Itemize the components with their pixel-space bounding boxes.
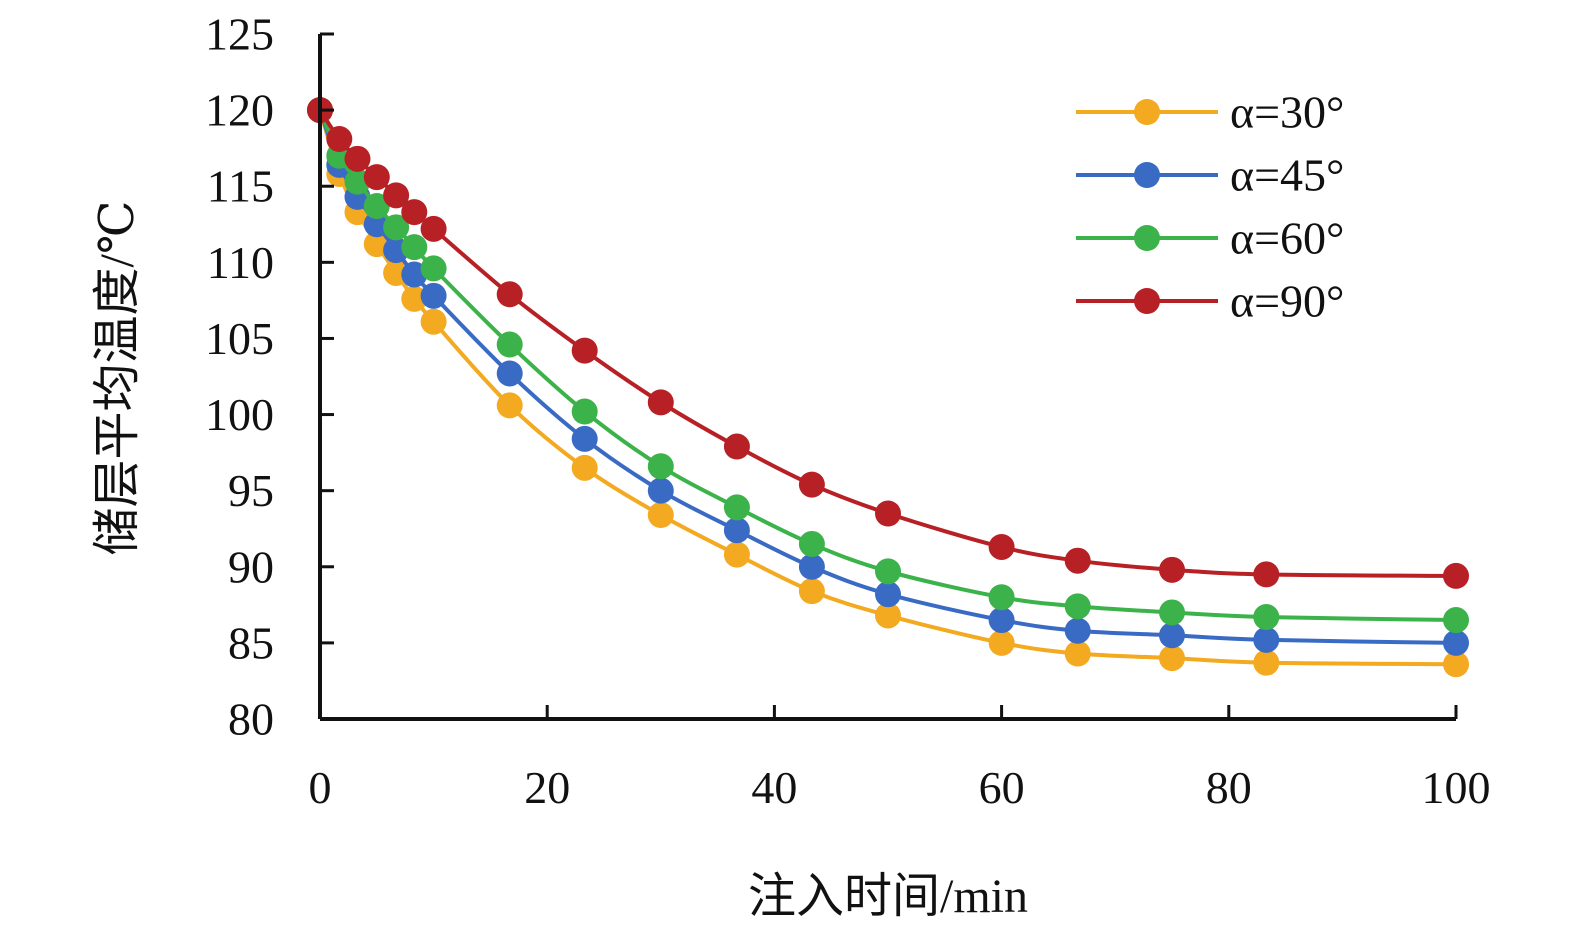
y-tick-label: 80 — [228, 694, 274, 745]
data-point — [1443, 607, 1469, 634]
data-point — [1064, 593, 1091, 620]
legend-swatch-marker — [1134, 162, 1160, 188]
data-point — [798, 578, 825, 605]
series-2 — [307, 97, 1469, 656]
data-point — [1443, 629, 1469, 656]
legend-swatch-marker — [1134, 99, 1160, 125]
data-point — [383, 182, 410, 209]
legend-swatch-marker — [1134, 288, 1160, 314]
data-point — [1159, 622, 1185, 649]
data-point — [723, 541, 750, 568]
legend-item: α=30° — [1076, 87, 1344, 138]
data-point — [1253, 649, 1280, 676]
data-point — [571, 425, 598, 452]
data-point — [647, 389, 674, 416]
x-tick-label: 60 — [979, 762, 1025, 813]
data-point — [571, 337, 598, 364]
legend-label: α=30° — [1230, 87, 1344, 138]
data-point — [496, 281, 523, 308]
data-point — [988, 533, 1015, 560]
data-point — [571, 454, 598, 481]
data-point — [647, 502, 674, 529]
data-point — [798, 553, 825, 580]
data-point — [723, 517, 750, 544]
ticks-layer: 0 20 40 60 80 100 80 85 90 95 100 105 110 115 120 125 — [205, 9, 1491, 814]
series-layer — [307, 97, 1469, 678]
data-point — [326, 126, 353, 153]
y-tick-label: 120 — [205, 85, 274, 136]
data-point — [420, 308, 447, 335]
legend-label: α=60° — [1230, 213, 1344, 264]
data-point — [401, 285, 428, 312]
data-point — [420, 282, 447, 309]
x-tick-label: 40 — [751, 762, 797, 813]
y-tick-label: 85 — [228, 617, 274, 668]
series-4 — [307, 97, 1469, 589]
legend-item: α=90° — [1076, 276, 1344, 327]
data-point — [988, 607, 1015, 634]
axes-layer — [318, 34, 1456, 721]
data-point — [420, 255, 447, 282]
data-point — [1064, 640, 1091, 667]
data-point — [875, 602, 901, 629]
x-tick-label: 80 — [1206, 762, 1252, 813]
data-point — [401, 234, 428, 261]
data-point — [383, 214, 410, 241]
data-point — [363, 164, 390, 191]
legend-label: α=90° — [1230, 276, 1344, 327]
data-point — [1253, 604, 1280, 631]
data-point — [723, 433, 750, 460]
data-point — [1159, 645, 1185, 672]
data-point — [798, 471, 825, 498]
data-point — [798, 530, 825, 557]
legend: α=30° α=45° α=60° α=90° — [1076, 87, 1344, 327]
y-tick-label: 105 — [205, 313, 274, 364]
data-point — [496, 392, 523, 419]
legend-item: α=45° — [1076, 150, 1344, 201]
data-point — [1159, 599, 1185, 626]
x-tick-label: 20 — [524, 762, 570, 813]
data-point — [988, 629, 1015, 656]
data-point — [1253, 626, 1280, 653]
data-point — [401, 199, 428, 226]
data-point — [420, 215, 447, 242]
series-3 — [307, 97, 1469, 634]
data-point — [496, 331, 523, 358]
y-tick-label: 95 — [228, 465, 274, 516]
data-point — [1443, 651, 1469, 678]
data-point — [988, 584, 1015, 611]
data-point — [875, 500, 901, 527]
data-point — [1064, 547, 1091, 574]
data-point — [875, 581, 901, 608]
data-point — [1159, 556, 1185, 583]
legend-item: α=60° — [1076, 213, 1344, 264]
legend-swatch-marker — [1134, 225, 1160, 251]
y-tick-label: 115 — [207, 161, 274, 212]
y-tick-label: 110 — [207, 237, 274, 288]
data-point — [1064, 617, 1091, 644]
data-point — [723, 494, 750, 521]
data-point — [1443, 562, 1469, 589]
y-tick-label: 125 — [205, 9, 274, 60]
y-tick-label: 90 — [228, 541, 274, 592]
legend-label: α=45° — [1230, 150, 1344, 201]
data-point — [875, 558, 901, 585]
y-axis-label: 储层平均温度/℃ — [91, 200, 144, 555]
data-point — [363, 211, 390, 238]
data-point — [571, 398, 598, 425]
data-point — [647, 453, 674, 480]
data-point — [344, 145, 371, 172]
x-axis-label: 注入时间/min — [748, 870, 1028, 923]
data-point — [1253, 561, 1280, 588]
data-point — [647, 477, 674, 504]
data-point — [496, 360, 523, 387]
x-tick-label: 100 — [1422, 762, 1491, 813]
data-point — [363, 193, 390, 220]
x-tick-label: 0 — [309, 762, 332, 813]
y-tick-label: 100 — [205, 389, 274, 440]
